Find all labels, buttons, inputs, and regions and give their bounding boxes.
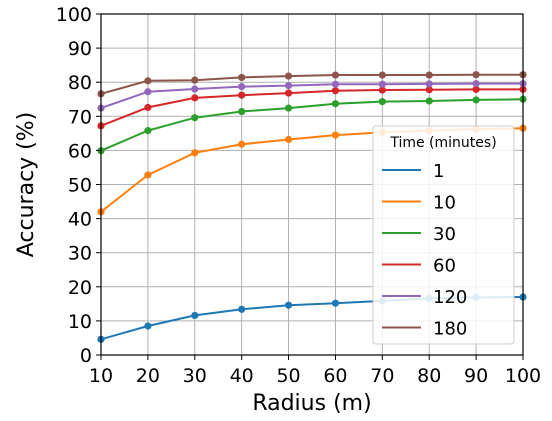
data-point-60 bbox=[191, 94, 199, 102]
x-tick-label: 20 bbox=[136, 365, 160, 387]
legend-box bbox=[372, 125, 515, 345]
data-point-30 bbox=[425, 97, 433, 105]
data-point-30 bbox=[238, 107, 246, 116]
legend-label-120: 120 bbox=[433, 287, 467, 308]
data-point-120 bbox=[284, 82, 293, 90]
data-point-180 bbox=[238, 73, 246, 82]
y-tick-label: 80 bbox=[68, 72, 92, 94]
data-point-30 bbox=[144, 127, 152, 135]
data-point-30 bbox=[191, 114, 199, 122]
y-tick-label: 0 bbox=[80, 345, 92, 367]
x-axis-label: Radius (m) bbox=[252, 391, 371, 416]
x-tick-label: 60 bbox=[323, 365, 347, 387]
y-tick-label: 50 bbox=[68, 175, 92, 197]
data-point-120 bbox=[472, 79, 480, 88]
data-point-60 bbox=[331, 87, 340, 95]
x-tick-label: 30 bbox=[183, 365, 207, 387]
data-point-1 bbox=[238, 305, 246, 313]
data-point-180 bbox=[331, 71, 340, 79]
data-point-60 bbox=[284, 89, 293, 97]
data-point-120 bbox=[331, 80, 340, 88]
data-point-120 bbox=[191, 85, 199, 93]
series-line-60 bbox=[100, 88, 523, 127]
y-tick-label: 60 bbox=[68, 140, 92, 162]
data-point-60 bbox=[238, 91, 246, 99]
data-point-30 bbox=[472, 96, 480, 104]
data-point-10 bbox=[191, 149, 199, 157]
y-axis-label: Accuracy (%) bbox=[14, 112, 39, 258]
y-tick-label: 70 bbox=[68, 106, 92, 128]
legend-label-30: 30 bbox=[433, 224, 456, 245]
data-point-60 bbox=[425, 86, 433, 94]
data-point-10 bbox=[331, 131, 340, 139]
data-point-60 bbox=[472, 85, 480, 93]
y-tick-label: 100 bbox=[56, 4, 92, 26]
data-point-1 bbox=[191, 311, 199, 320]
data-point-180 bbox=[378, 71, 386, 79]
series-line-180 bbox=[100, 73, 523, 95]
data-point-30 bbox=[378, 98, 386, 106]
x-tick-label: 40 bbox=[230, 365, 254, 387]
data-point-180 bbox=[191, 76, 199, 84]
series-line-30 bbox=[100, 98, 524, 152]
data-point-10 bbox=[284, 135, 293, 144]
data-point-180 bbox=[472, 71, 480, 79]
y-tick-label: 40 bbox=[68, 209, 92, 231]
data-point-120 bbox=[425, 80, 433, 88]
legend: Time (minutes) 1 10 30 60 120 180 bbox=[372, 125, 515, 345]
data-point-30 bbox=[284, 104, 293, 112]
legend-title: Time (minutes) bbox=[389, 135, 496, 151]
series-line-120 bbox=[100, 82, 523, 110]
data-point-1 bbox=[284, 301, 293, 309]
y-tick-label: 90 bbox=[68, 38, 92, 60]
x-tick-label: 90 bbox=[464, 365, 488, 387]
legend-label-1: 1 bbox=[433, 161, 444, 182]
data-point-1 bbox=[144, 322, 152, 330]
data-point-180 bbox=[284, 72, 293, 80]
data-point-1 bbox=[331, 299, 340, 307]
x-tick-label: 70 bbox=[370, 365, 394, 387]
y-tick-label: 30 bbox=[68, 243, 92, 265]
legend-label-10: 10 bbox=[433, 193, 456, 214]
y-tick-label: 10 bbox=[68, 311, 92, 333]
data-point-10 bbox=[238, 140, 246, 148]
x-tick-label: 80 bbox=[417, 365, 441, 387]
data-point-30 bbox=[331, 100, 340, 108]
x-tick-label: 100 bbox=[505, 365, 541, 387]
x-tick-label: 10 bbox=[89, 365, 113, 387]
data-point-120 bbox=[378, 80, 386, 88]
x-tick-label: 50 bbox=[276, 365, 300, 387]
legend-label-60: 60 bbox=[433, 256, 456, 277]
data-point-180 bbox=[425, 71, 433, 79]
y-tick-label: 20 bbox=[68, 277, 92, 299]
data-point-10 bbox=[144, 171, 152, 179]
data-point-180 bbox=[144, 77, 152, 85]
legend-label-180: 180 bbox=[433, 319, 467, 340]
data-point-60 bbox=[378, 86, 386, 94]
data-point-120 bbox=[144, 88, 152, 96]
data-point-60 bbox=[144, 103, 152, 112]
data-point-120 bbox=[238, 83, 246, 91]
axis-ticks: 10 20 30 40 50 60 70 80 90 1000102030405060708090… bbox=[56, 4, 541, 387]
